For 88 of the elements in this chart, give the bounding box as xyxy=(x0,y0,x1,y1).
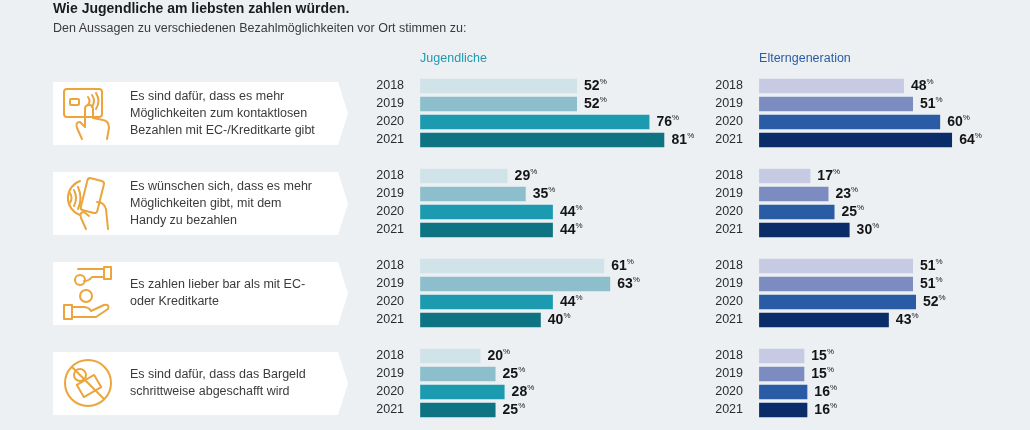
data-label: 30% xyxy=(856,220,880,237)
bar xyxy=(759,384,808,400)
data-label: 51% xyxy=(919,256,943,273)
bar xyxy=(420,384,505,400)
text: 2018 xyxy=(376,168,405,183)
text: 2021 xyxy=(376,312,405,327)
data-label: 48% xyxy=(910,76,934,93)
data-label: 51% xyxy=(919,274,943,291)
text: 2020 xyxy=(376,384,405,399)
text: 2018 xyxy=(376,348,405,363)
text: 2020 xyxy=(376,294,405,309)
bar xyxy=(759,348,805,364)
text: 2019 xyxy=(376,276,405,291)
data-label: 25% xyxy=(841,202,865,219)
bar xyxy=(420,294,553,310)
data-label: 15% xyxy=(811,346,835,363)
text: 2018 xyxy=(376,258,405,273)
bar xyxy=(759,276,913,292)
series-label: 2019 xyxy=(715,96,744,111)
text: 2020 xyxy=(715,204,744,219)
data-label: 43% xyxy=(895,310,919,327)
text: 2021 xyxy=(715,222,744,237)
bar xyxy=(420,168,508,184)
bar xyxy=(420,114,650,130)
text: 2018 xyxy=(715,348,744,363)
bar xyxy=(420,312,541,328)
data-label: 64% xyxy=(959,130,982,147)
series-label: 2021 xyxy=(715,132,744,147)
text: Wie Jugendliche am liebsten zahlen würden. xyxy=(53,0,351,17)
bar xyxy=(420,96,578,112)
bar xyxy=(420,132,665,148)
bar xyxy=(420,222,553,238)
bar xyxy=(420,366,496,382)
text: 2018 xyxy=(715,258,744,273)
text: 2021 xyxy=(715,402,744,417)
bar xyxy=(420,258,605,274)
series-label: 2021 xyxy=(376,132,405,147)
series-label: 2020 xyxy=(715,114,744,129)
text: 2021 xyxy=(376,222,405,237)
series-label: 2018 xyxy=(715,78,744,93)
text: 2021 xyxy=(715,312,744,327)
data-label: 17% xyxy=(817,166,841,183)
chart-title: Jugendliche xyxy=(420,51,487,66)
bar xyxy=(759,114,941,130)
data-label: 52% xyxy=(923,292,946,309)
text: 2019 xyxy=(376,366,405,381)
series-label: 2018 xyxy=(376,78,405,93)
series-label: 2019 xyxy=(376,96,405,111)
bar xyxy=(759,258,913,274)
data-label: 23% xyxy=(835,184,859,201)
bar xyxy=(759,294,917,310)
bar xyxy=(420,186,526,202)
bar xyxy=(759,96,913,112)
bar xyxy=(420,402,496,418)
bar xyxy=(420,276,611,292)
bar xyxy=(759,366,805,382)
y-tick-label: Es sind dafür, dass es mehr Möglichkeiten zum kontaktlosen Bezahlen mit EC-/Kreditkarte gibt xyxy=(130,87,316,139)
data-label: 60% xyxy=(947,112,970,129)
data-label: 16% xyxy=(814,400,838,417)
y-tick-label: Es sind dafür, dass das Bargeld schrittweise abgeschafft wird xyxy=(130,366,307,400)
bar xyxy=(420,204,553,220)
text: 2020 xyxy=(376,204,405,219)
bar xyxy=(420,348,481,364)
text: 2019 xyxy=(715,186,744,201)
y-tick-label: Es wünschen sich, dass es mehr Möglichkeiten gibt, mit dem Handy zu bezahlen xyxy=(130,177,314,229)
y-tick-label: Es zahlen lieber bar als mit EC- oder Kreditkarte xyxy=(130,276,307,310)
bar xyxy=(759,204,835,220)
bar xyxy=(759,132,953,148)
text: 2020 xyxy=(715,294,744,309)
text: 2020 xyxy=(715,384,744,399)
bar xyxy=(420,78,578,94)
text: 2019 xyxy=(376,186,405,201)
data-label: 16% xyxy=(814,382,838,399)
text: 2021 xyxy=(376,402,405,417)
bar xyxy=(759,186,829,202)
bar xyxy=(759,222,850,238)
bar xyxy=(759,168,811,184)
text: 2018 xyxy=(715,168,744,183)
text: 2019 xyxy=(715,366,744,381)
data-label: 15% xyxy=(811,364,835,381)
text: Den Aussagen zu verschiedenen Bezahlmöglichkeiten vor Ort stimmen zu: xyxy=(53,20,468,36)
bar xyxy=(759,78,904,94)
chart-title: Elterngeneration xyxy=(759,51,851,66)
series-label: 2020 xyxy=(376,114,405,129)
bar xyxy=(759,402,808,418)
text: 2019 xyxy=(715,276,744,291)
data-label: 51% xyxy=(919,94,943,111)
bar xyxy=(759,312,889,328)
